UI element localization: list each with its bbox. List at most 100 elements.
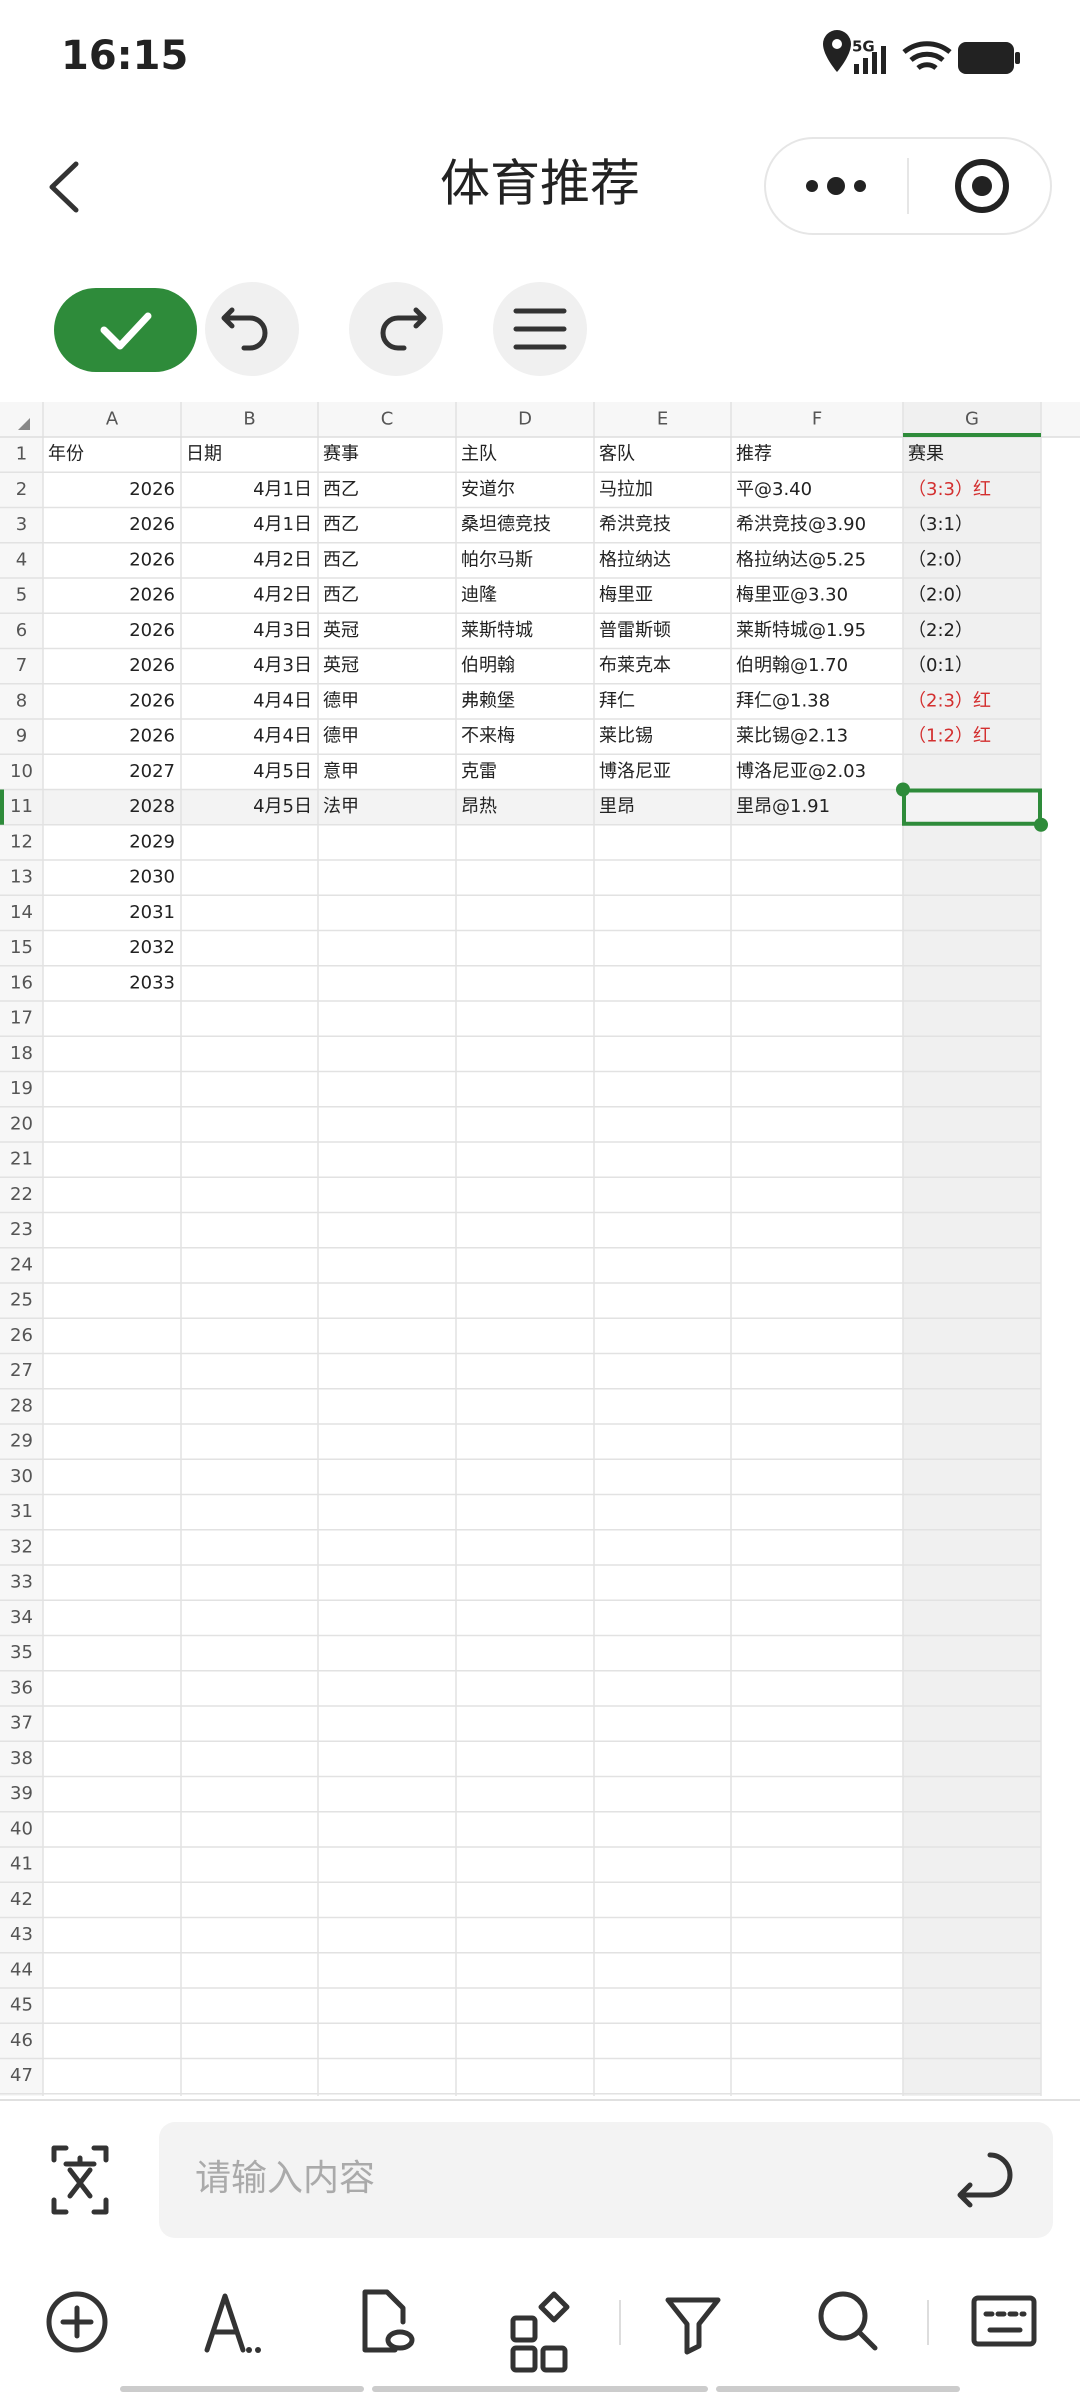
column-header: E: [657, 409, 668, 430]
selected-row: [0, 789, 1041, 825]
row-number: 43: [10, 1924, 33, 1945]
row-number: 25: [10, 1290, 33, 1311]
row-number: 45: [10, 1995, 33, 2016]
row-number: 9: [16, 726, 27, 747]
cell: 年份: [48, 444, 84, 465]
cell: （3:3）红: [908, 479, 991, 500]
cell: 德甲: [323, 690, 359, 711]
apps-button[interactable]: [510, 2291, 570, 2373]
redo-button[interactable]: [349, 282, 443, 376]
status-icons: 5G: [823, 30, 1020, 74]
cell: 伯明翰: [461, 655, 515, 676]
input-box[interactable]: [159, 2122, 1053, 2238]
ocr-button[interactable]: [51, 2145, 109, 2215]
cell: 格拉纳达: [599, 549, 671, 570]
toolbar: [46, 2289, 1037, 2373]
row-number: 42: [10, 1889, 33, 1910]
row-number-column: [0, 437, 43, 2096]
row-number: 3: [16, 514, 27, 535]
more-button[interactable]: [806, 177, 866, 195]
back-button[interactable]: [49, 161, 79, 213]
row-number: 34: [10, 1607, 33, 1628]
cell: 马拉加: [599, 479, 653, 500]
cell: 桑坦德竞技: [461, 514, 551, 535]
insert-button[interactable]: [46, 2291, 108, 2353]
scrollbar: [716, 2386, 960, 2392]
cell: 克雷: [461, 761, 497, 782]
confirm-button[interactable]: [54, 288, 197, 372]
cell: 博洛尼亚@2.03: [736, 761, 866, 782]
row-number: 18: [10, 1043, 33, 1064]
cell: 推荐: [736, 444, 772, 465]
cell: 4月4日: [253, 690, 312, 711]
column-header: D: [518, 409, 532, 430]
enter-button[interactable]: [957, 2152, 1013, 2208]
row-number: 23: [10, 1219, 33, 1240]
menu-button[interactable]: [493, 282, 587, 376]
cell: 2026: [129, 620, 175, 641]
cell: （0:1）: [908, 655, 973, 676]
cell: 梅里亚: [599, 585, 653, 606]
cell: （3:1）: [908, 514, 973, 535]
row-number: 26: [10, 1325, 33, 1346]
row-number: 22: [10, 1184, 33, 1205]
cell: 2026: [129, 585, 175, 606]
cell: 4月1日: [253, 479, 312, 500]
cell: 博洛尼亚: [599, 761, 671, 782]
cell: 布莱克本: [599, 655, 671, 676]
cell: 日期: [186, 444, 222, 465]
cell: 莱比锡@2.13: [736, 726, 848, 747]
cell: 主队: [461, 444, 497, 465]
row-number: 40: [10, 1818, 33, 1839]
cell: 莱斯特城: [461, 620, 533, 641]
cell: 普雷斯顿: [599, 620, 671, 641]
cell: 意甲: [323, 761, 359, 782]
row-number: 19: [10, 1078, 33, 1099]
cell: 2029: [129, 831, 175, 852]
preview-button[interactable]: [362, 2289, 415, 2353]
row-number: 28: [10, 1395, 33, 1416]
cell: 昂热: [461, 796, 497, 817]
row-number: 2: [16, 479, 27, 500]
filter-button[interactable]: [665, 2297, 721, 2355]
cell: 拜仁@1.38: [736, 690, 830, 711]
row-number: 37: [10, 1713, 33, 1734]
selection-handle[interactable]: [1034, 817, 1048, 832]
close-button[interactable]: [955, 159, 1009, 213]
cell: 迪隆: [461, 585, 497, 606]
cell: 梅里亚@3.30: [736, 585, 848, 606]
row-number: 31: [10, 1501, 33, 1522]
cell: 4月3日: [253, 655, 312, 676]
cell: 英冠: [323, 620, 359, 641]
scrollbar: [372, 2386, 708, 2392]
column-header: G: [965, 409, 979, 430]
spreadsheet[interactable]: A B C D E F G1 年份 日期 赛事 主队 客队 推荐 赛果2 2026 4月1日 西乙 安道尔 马拉加平…: [0, 402, 1080, 2096]
row-number: 44: [10, 1959, 33, 1980]
cell: 平@3.40: [736, 479, 812, 500]
row-number: 20: [10, 1113, 33, 1134]
select-all: [18, 418, 30, 430]
cell: 2026: [129, 726, 175, 747]
cell: 德甲: [323, 726, 359, 747]
cell: 2030: [129, 867, 175, 888]
row-number: 24: [10, 1254, 33, 1275]
cell: 西乙: [323, 549, 359, 570]
cell: 法甲: [323, 796, 359, 817]
row-number: 8: [16, 690, 27, 711]
row-number: 32: [10, 1536, 33, 1557]
cell: 希洪竞技: [599, 514, 671, 535]
row-number: 35: [10, 1642, 33, 1663]
cell: 帕尔马斯: [461, 549, 533, 570]
cell: 4月5日: [253, 796, 312, 817]
selection-handle[interactable]: [896, 782, 910, 797]
selection: [902, 788, 1042, 826]
cell: 英冠: [323, 655, 359, 676]
row-number: 47: [10, 2065, 33, 2086]
capsule: [764, 137, 1052, 235]
cell: 伯明翰@1.70: [736, 655, 848, 676]
keyboard-button[interactable]: [971, 2295, 1037, 2347]
row-number: 17: [10, 1008, 33, 1029]
font-button[interactable]: [204, 2293, 261, 2353]
search-button[interactable]: [818, 2291, 878, 2351]
undo-button[interactable]: [205, 282, 299, 376]
